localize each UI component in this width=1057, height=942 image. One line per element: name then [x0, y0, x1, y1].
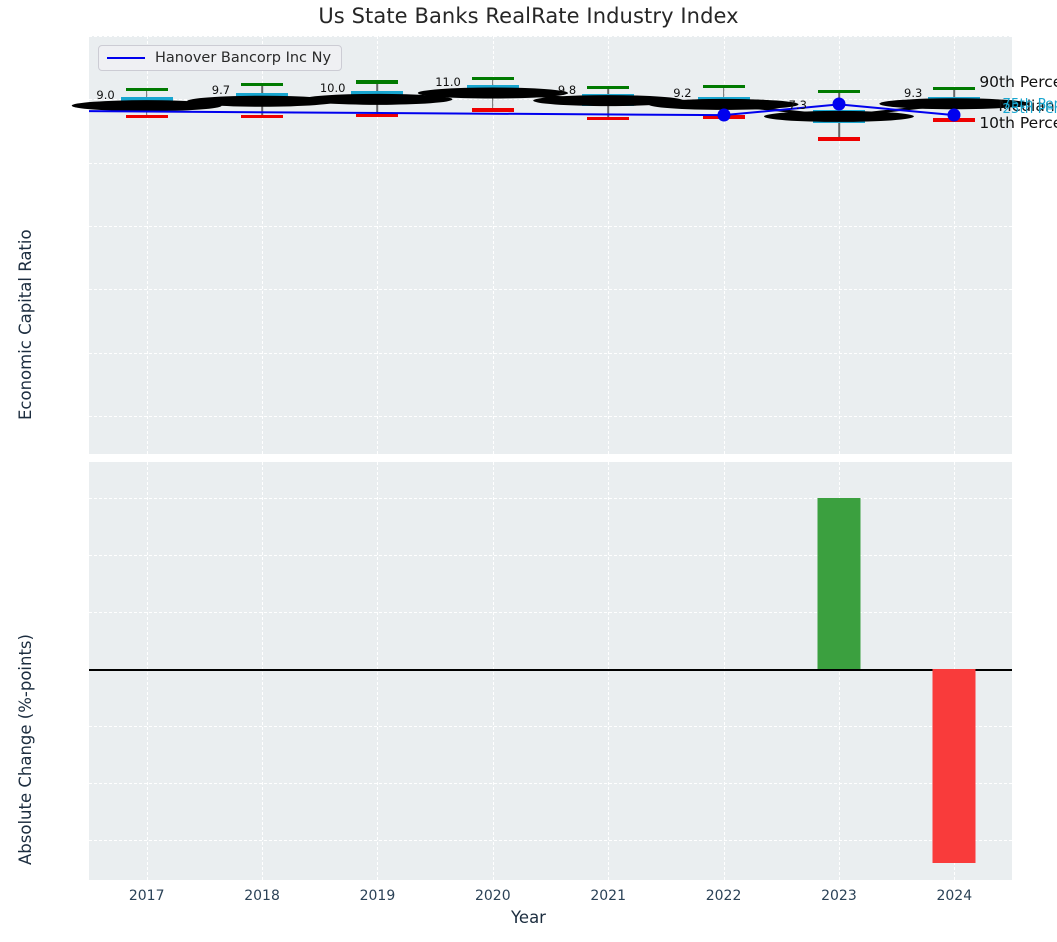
boxplot-cap-10th [587, 117, 630, 121]
gridline-vertical [492, 36, 494, 454]
gridline-vertical [838, 36, 840, 454]
x-axis-tick-label: 2017 [128, 888, 165, 904]
chart-title: Us State Banks RealRate Industry Index [318, 4, 739, 28]
boxplot-cap-10th [471, 108, 514, 112]
gridline-horizontal [89, 226, 1012, 227]
median-value-label: 9.2 [673, 86, 692, 101]
gridline-vertical [377, 36, 379, 454]
gridline-horizontal [89, 783, 1012, 785]
gridline-vertical [954, 36, 956, 454]
gridline-horizontal [89, 162, 1012, 164]
zero-baseline [89, 669, 1012, 672]
x-axis-tick-label: 2022 [705, 888, 742, 904]
annotation-25th-percentile: 25th Percentile [1002, 100, 1057, 117]
x-axis-label: Year [511, 908, 546, 927]
legend-label-hanover: Hanover Bancorp Inc Ny [155, 50, 332, 66]
company-line-overlay [88, 103, 955, 117]
median-marker [417, 87, 568, 99]
median-line-overlay [71, 87, 1030, 122]
chart-legend[interactable]: Hanover Bancorp Inc Ny [98, 45, 343, 71]
boxplot-cap-90th [587, 86, 630, 90]
boxplot-cap-90th [471, 76, 514, 80]
company-data-point [832, 97, 846, 111]
gridline-horizontal [89, 555, 1012, 557]
x-axis-tick-label: 2021 [590, 888, 627, 904]
boxplot-cap-90th [241, 82, 284, 87]
gridline-vertical [146, 36, 148, 454]
boxplot-cap-10th [241, 114, 284, 118]
gridline-horizontal [89, 416, 1012, 417]
x-axis-tick-label: 2018 [244, 888, 280, 904]
x-axis-tick-label: 2020 [474, 888, 511, 904]
x-axis-tick-label: 2019 [359, 888, 396, 904]
median-marker [763, 110, 914, 122]
y-axis-label-top: Economic Capital Ratio [16, 229, 35, 420]
boxplot-cap-90th [702, 84, 745, 89]
boxplot-cap-90th [125, 87, 168, 92]
median-value-label: 7.3 [788, 98, 807, 113]
boxplot-cap-10th [356, 113, 399, 118]
boxplot-cap-90th [933, 86, 976, 91]
annotation-75th-percentile: 75th Percentile [1002, 96, 1057, 113]
gridline-horizontal [89, 612, 1012, 614]
x-axis-tick-label: 2024 [936, 888, 973, 904]
median-marker [302, 93, 453, 105]
median-value-label: 9.0 [96, 87, 115, 102]
median-value-label: 9.3 [904, 85, 923, 100]
median-marker [533, 95, 684, 107]
company-data-point [717, 108, 731, 122]
annotation-median: Median [998, 96, 1055, 115]
median-marker [648, 98, 799, 110]
median-marker [187, 95, 338, 107]
bottom-panel-plot [89, 462, 1012, 880]
top-panel-plot: 9.0 9.7 10.0 11.0 9.8 9.2 7.3 9.3 [71, 36, 1030, 454]
absolute-change-panel [89, 462, 1012, 880]
annotation-90th-percentile: 90th Percentile [979, 72, 1057, 91]
boxplot-cap-90th [356, 80, 399, 84]
gridline-horizontal [89, 36, 1012, 37]
median-marker [71, 100, 222, 112]
x-axis-tick-label: 2023 [821, 888, 857, 904]
median-value-label: 10.0 [319, 81, 346, 96]
legend-line-swatch [107, 57, 145, 59]
boxplot-cap-90th [817, 89, 860, 94]
gridline-horizontal [89, 352, 1012, 354]
boxplot-cap-10th [125, 114, 168, 118]
gridline-vertical [262, 36, 264, 454]
annotation-10th-percentile: 10th Percentile [979, 114, 1057, 133]
y-axis-label-bottom: Absolute Change (%-points) [16, 634, 35, 865]
company-line-lead [88, 110, 724, 117]
company-data-point [947, 108, 961, 122]
boxplot-cap-10th [817, 137, 860, 141]
median-value-label: 11.0 [435, 75, 461, 89]
gridline-horizontal [89, 289, 1012, 291]
gridline-horizontal [89, 498, 1012, 500]
bar-increase [817, 498, 861, 670]
gridline-horizontal [89, 840, 1012, 842]
median-value-label: 9.8 [557, 82, 577, 97]
gridline-horizontal [89, 726, 1012, 728]
bar-decrease [932, 669, 976, 863]
gridline-vertical [608, 36, 610, 454]
median-marker [879, 98, 1030, 110]
gridline-vertical [723, 36, 725, 454]
median-value-label: 9.7 [211, 83, 231, 98]
economic-capital-ratio-panel: 9.0 9.7 10.0 11.0 9.8 9.2 7.3 9.3 [71, 36, 1030, 454]
